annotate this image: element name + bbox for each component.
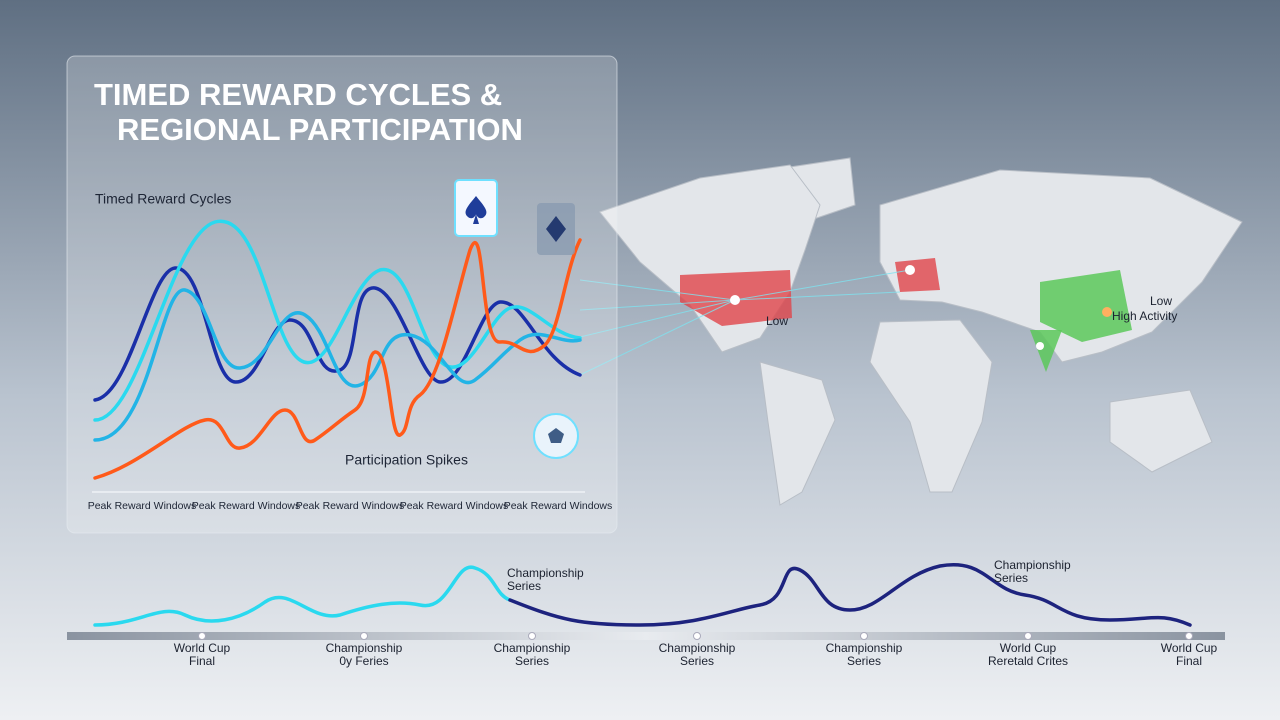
milestone-label: World Cup	[1161, 641, 1218, 655]
milestone-label: Championship	[326, 641, 403, 655]
milestone-label: Series	[515, 654, 549, 668]
map-label: Low	[766, 314, 788, 328]
annotation: Participation Spikes	[345, 452, 468, 468]
milestone-label: Reretald Crites	[988, 654, 1068, 668]
diamond-icon	[546, 216, 566, 242]
landmass	[869, 319, 993, 493]
panel-subtitle: Timed Reward Cycles	[95, 191, 231, 207]
curves	[93, 219, 582, 480]
hotspot	[1102, 307, 1112, 317]
x-label: Peak Reward Windows	[504, 500, 613, 512]
curve	[93, 219, 582, 422]
timeline-dot	[1185, 632, 1193, 640]
milestone-label: World Cup	[174, 641, 231, 655]
hotspot	[1036, 342, 1044, 350]
chart-panel	[66, 55, 618, 534]
x-label: Peak Reward Windows	[296, 500, 405, 512]
x-label: Peak Reward Windows	[88, 500, 197, 512]
milestone-label: Final	[1176, 654, 1202, 668]
landmass	[1109, 389, 1213, 473]
curve	[93, 266, 582, 402]
milestone-label: Final	[189, 654, 215, 668]
spade-icon	[465, 196, 487, 224]
map-label: High Activity	[1112, 309, 1177, 323]
callout-label: Series	[994, 571, 1028, 585]
timeline-dot	[693, 632, 701, 640]
milestone-label: Series	[680, 654, 714, 668]
title-line: REGIONAL PARTICIPATION	[117, 112, 523, 147]
timeline-dot	[360, 632, 368, 640]
milestone-label: Championship	[826, 641, 903, 655]
timeline-dot	[1024, 632, 1032, 640]
milestone-label: Championship	[494, 641, 571, 655]
world-map: Low Low High Activity	[579, 157, 1243, 506]
hotspot	[730, 295, 740, 305]
timeline-dot	[860, 632, 868, 640]
curve	[93, 238, 582, 480]
curve	[93, 288, 582, 442]
landmass	[879, 169, 1243, 363]
milestone-label: Series	[847, 654, 881, 668]
callout-label: Series	[507, 579, 541, 593]
timeline-dot	[198, 632, 206, 640]
milestone-label: 0y Feries	[339, 654, 388, 668]
ball-pattern	[548, 428, 564, 443]
timeline-curve	[508, 563, 1192, 627]
milestone-label: Championship	[659, 641, 736, 655]
landmass	[759, 361, 836, 506]
timeline-dot	[528, 632, 536, 640]
timeline-bar	[67, 632, 1225, 640]
map-label: Low	[1150, 294, 1172, 308]
hotspot	[905, 265, 915, 275]
region-active	[1040, 270, 1132, 342]
x-label: Peak Reward Windows	[192, 500, 301, 512]
region-high	[895, 258, 940, 292]
connection-lines	[579, 269, 911, 376]
timeline-curve	[93, 565, 512, 627]
title-line: TIMED REWARD CYCLES &	[94, 77, 502, 112]
callout-label: Championship	[507, 566, 584, 580]
x-label: Peak Reward Windows	[400, 500, 509, 512]
callout-label: Championship	[994, 558, 1071, 572]
region-active	[1030, 330, 1062, 372]
milestone-label: World Cup	[1000, 641, 1057, 655]
